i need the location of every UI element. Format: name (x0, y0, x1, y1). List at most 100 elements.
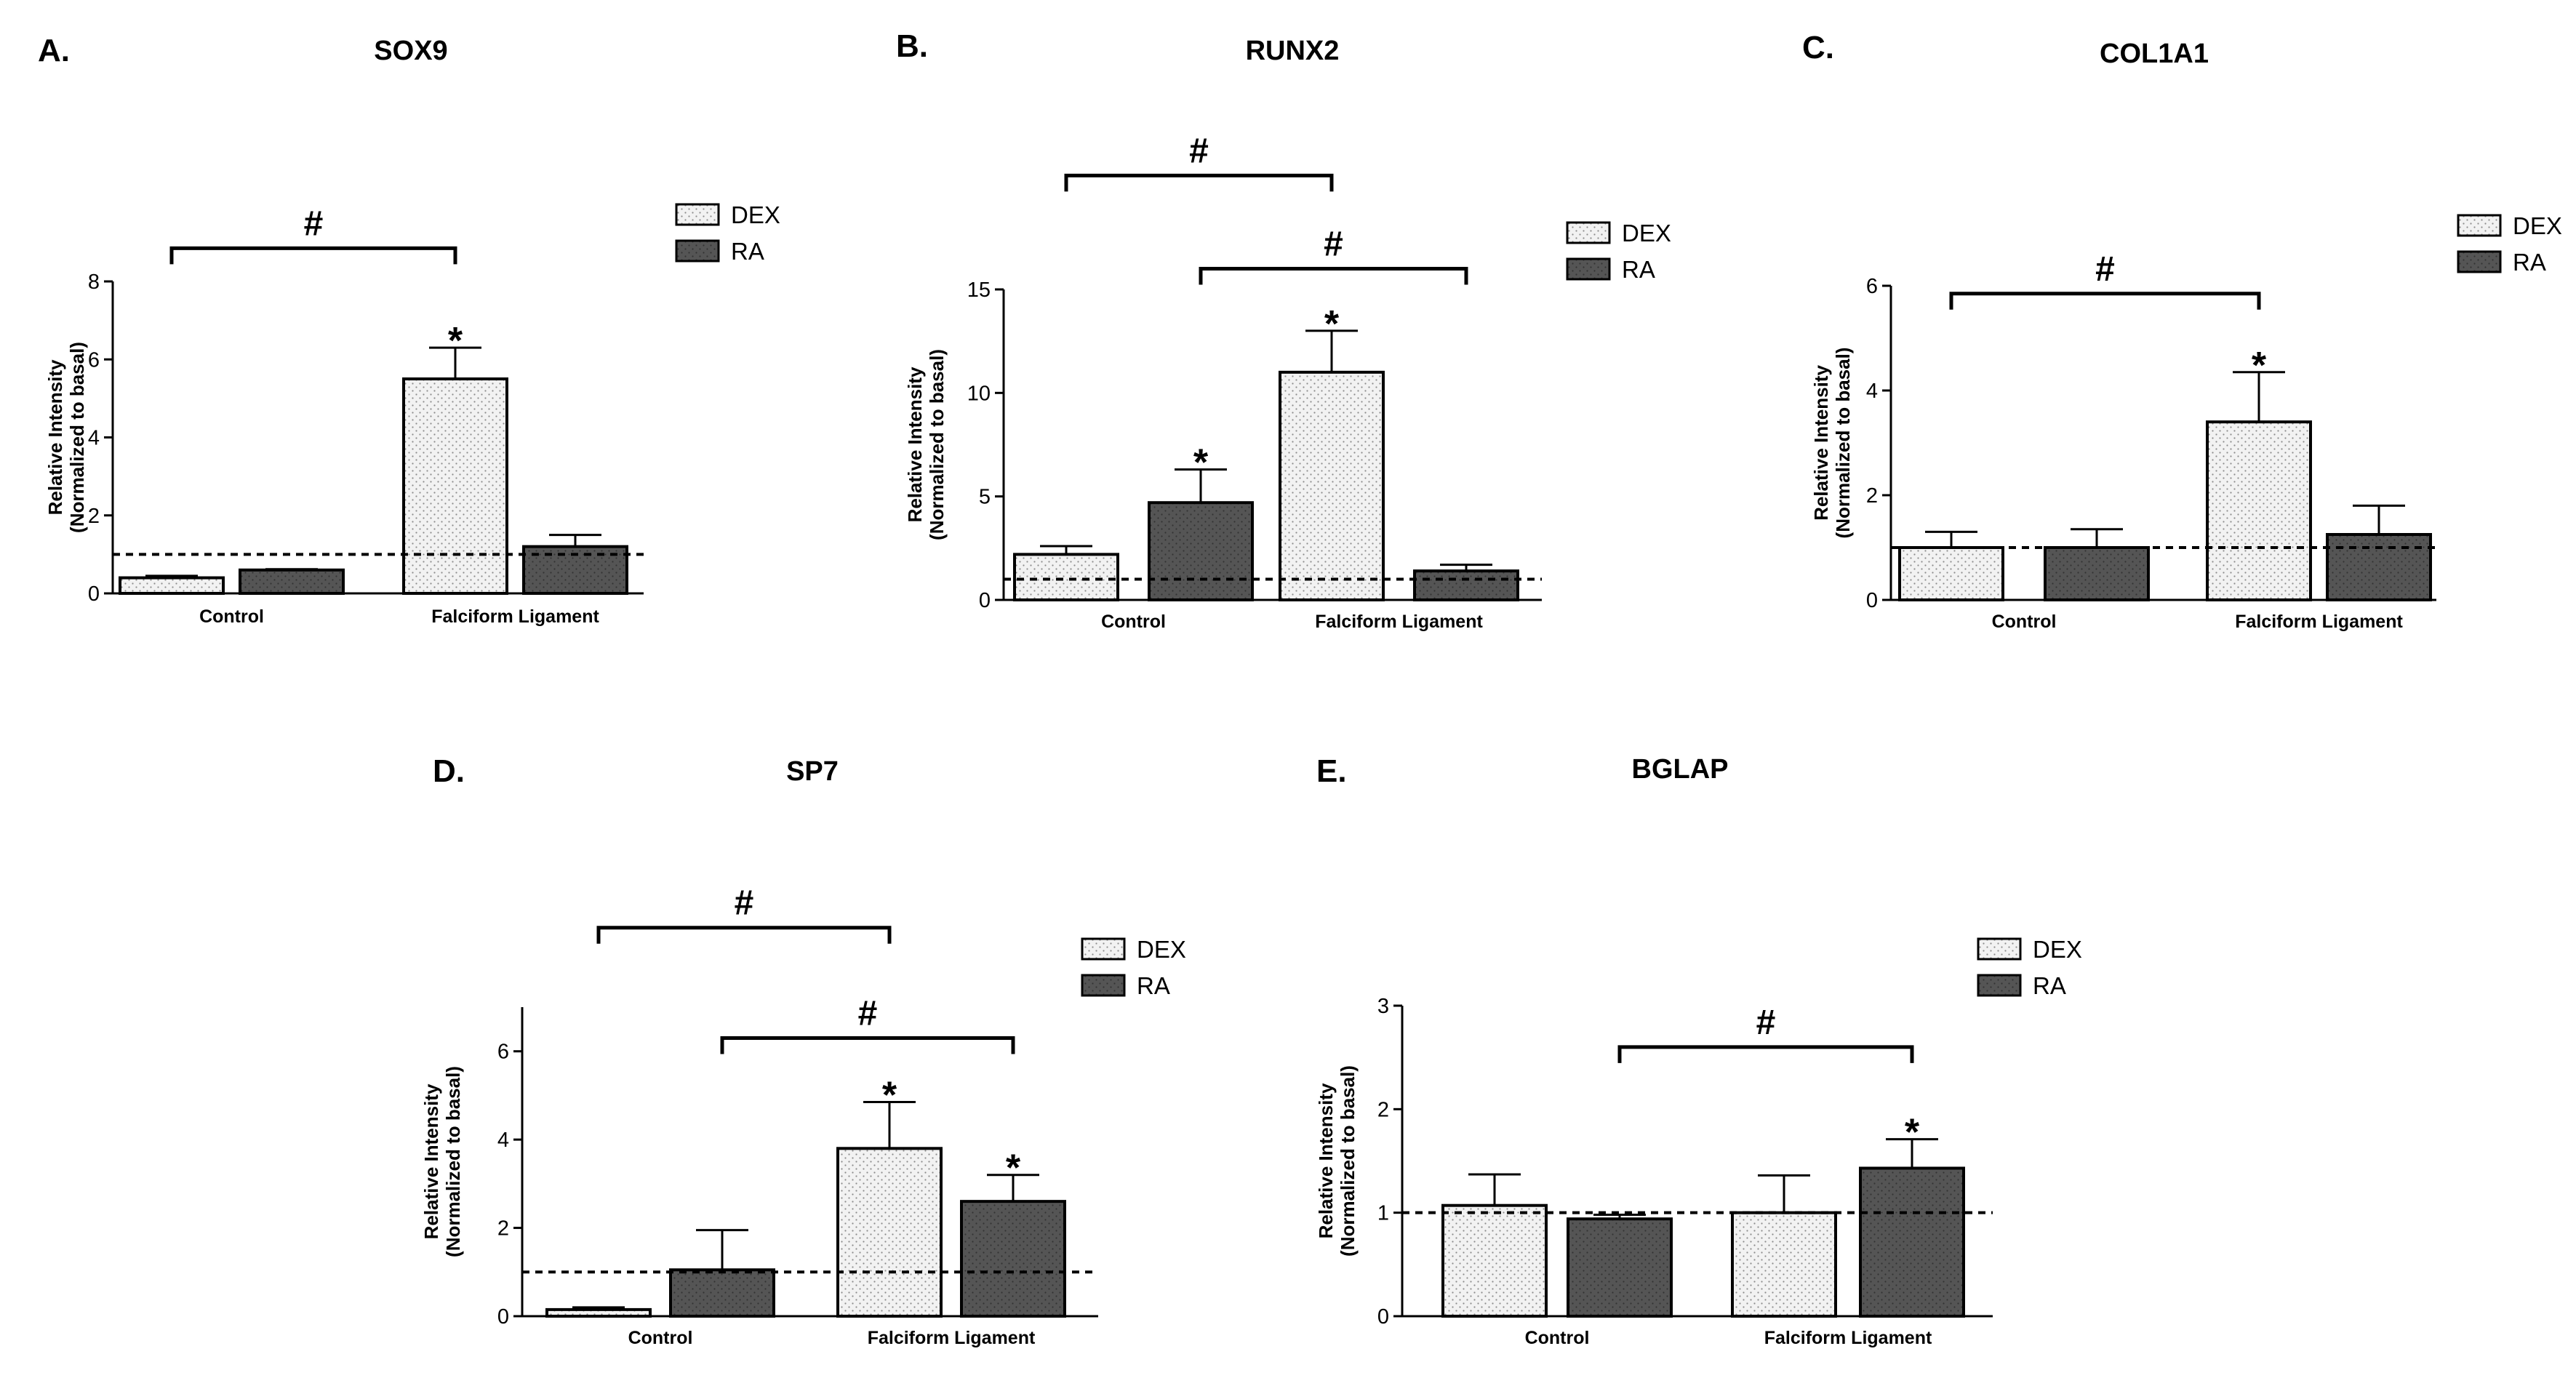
legend-swatch-ra (1566, 257, 1611, 281)
bar-ra-control (669, 1268, 775, 1318)
y-axis-label-line2: (Normalized to basal) (66, 342, 88, 533)
legend-swatch-ra (1081, 974, 1126, 997)
panel-bglap: E. BGLAP 0 1 2 3 Relative Intensity(Normalized… (1315, 753, 2082, 1348)
legend-label-dex: DEX (1137, 936, 1186, 963)
bar-ra-falciform-ligament (1413, 569, 1519, 601)
x-category-label: Falciform Ligament (1764, 1328, 1932, 1348)
panel-sox9: A. SOX9 0 2 4 6 8 Relative Intensity(Normalized… (38, 33, 780, 627)
bar-dex-falciform-ligament (1279, 370, 1385, 601)
y-axis-label-line2: (Normalized to basal) (442, 1066, 464, 1257)
y-axis-label-line2: (Normalized to basal) (926, 349, 948, 540)
bar-dex-falciform-ligament (1731, 1211, 1837, 1318)
legend: DEX RA (1977, 936, 2082, 999)
y-tick-label: 2 (1866, 484, 1878, 508)
panel-sp7: D. SP7 0 2 4 6 Relative Intensity(Normalized t… (420, 753, 1186, 1348)
y-axis-label: Relative Intensity(Normalized to basal) (420, 1066, 464, 1257)
panel-runx2: B. RUNX2 0 5 10 15 Relative Intensity(Normaliz… (896, 28, 1671, 632)
y-tick-label: 15 (967, 279, 991, 302)
significance-hash: # (858, 995, 878, 1033)
legend-label-ra: RA (1137, 972, 1170, 999)
significance-star: * (1006, 1147, 1021, 1190)
legend: DEX RA (2457, 212, 2562, 276)
x-category-label: Falciform Ligament (868, 1328, 1036, 1348)
significance-star: * (882, 1075, 897, 1117)
y-tick-label: 0 (88, 582, 100, 606)
y-tick-label: 6 (1866, 275, 1878, 298)
bar-dex-control (1898, 546, 2004, 601)
panel-letter: C. (1802, 30, 1834, 65)
panel-title: SOX9 (374, 36, 447, 66)
x-category-label: Control (199, 606, 264, 627)
significance-bracket (1064, 173, 1334, 192)
y-tick-label: 0 (497, 1305, 509, 1329)
significance-hash: # (735, 884, 754, 923)
bar-dex-control (119, 576, 225, 595)
y-tick-label: 0 (1866, 589, 1878, 612)
legend-label-ra: RA (2513, 249, 2546, 276)
x-category-label: Control (1525, 1328, 1590, 1348)
bar-dex-falciform-ligament (2206, 420, 2312, 602)
panel-title: COL1A1 (2100, 39, 2209, 69)
y-axis-label-line1: Relative Intensity (1810, 365, 1832, 521)
y-tick-label: 4 (497, 1129, 509, 1152)
bar-dex-control (1441, 1203, 1548, 1318)
legend: DEX RA (675, 201, 780, 265)
bar-ra-falciform-ligament (960, 1200, 1066, 1318)
y-axis-label-line2: (Normalized to basal) (1337, 1065, 1359, 1257)
significance-bracket (1949, 292, 2261, 310)
significance-star: * (1905, 1112, 1920, 1154)
y-tick-label: 2 (1377, 1098, 1389, 1121)
y-axis-label-line1: Relative Intensity (1315, 1083, 1337, 1238)
x-category-label: Control (1992, 612, 2057, 632)
x-category-label: Control (1101, 612, 1166, 632)
y-tick-label: 10 (967, 382, 991, 405)
panel-letter: D. (433, 753, 465, 789)
significance-star: * (448, 320, 463, 362)
significance-hash: # (2095, 250, 2115, 289)
y-axis-label: Relative Intensity(Normalized to basal) (1810, 348, 1854, 539)
y-tick-label: 6 (88, 348, 100, 372)
y-tick-label: 2 (88, 505, 100, 528)
legend-label-dex: DEX (2033, 936, 2082, 963)
y-axis-label-line2: (Normalized to basal) (1832, 348, 1854, 539)
legend-swatch-dex (1081, 937, 1126, 961)
significance-star: * (1193, 442, 1209, 484)
y-axis-label: Relative Intensity(Normalized to basal) (44, 342, 88, 533)
y-axis-label-line1: Relative Intensity (44, 359, 66, 515)
panel-title: SP7 (786, 756, 839, 787)
y-tick-label: 0 (979, 589, 991, 612)
legend-label-ra: RA (1622, 256, 1655, 283)
y-axis-label: Relative Intensity(Normalized to basal) (904, 349, 948, 540)
significance-star: * (1324, 303, 1340, 345)
legend: DEX RA (1566, 220, 1671, 283)
legend-swatch-dex (675, 203, 720, 226)
panel-title: RUNX2 (1246, 36, 1340, 66)
significance-hash: # (1189, 132, 1209, 170)
bar-ra-falciform-ligament (2326, 533, 2432, 601)
significance-hash: # (1756, 1004, 1776, 1042)
panel-title: BGLAP (1632, 754, 1729, 785)
panel-letter: E. (1316, 753, 1347, 789)
y-tick-label: 0 (1377, 1305, 1389, 1329)
legend-label-dex: DEX (2513, 212, 2562, 239)
legend-label-dex: DEX (1622, 220, 1671, 247)
bar-ra-control (2044, 546, 2150, 601)
y-axis-label-line1: Relative Intensity (904, 366, 926, 522)
y-tick-label: 3 (1377, 995, 1389, 1018)
panel-letter: B. (896, 28, 928, 64)
significance-hash: # (1324, 225, 1343, 264)
legend-label-ra: RA (731, 238, 764, 265)
legend-swatch-ra (2457, 250, 2502, 273)
bar-ra-control (239, 568, 345, 596)
panel-letter: A. (38, 33, 70, 68)
bar-ra-falciform-ligament (1859, 1166, 1965, 1318)
y-tick-label: 8 (88, 271, 100, 294)
significance-bracket (1199, 267, 1468, 285)
significance-bracket (169, 246, 457, 265)
legend-swatch-dex (1566, 221, 1611, 244)
significance-bracket (1617, 1045, 1914, 1063)
bar-dex-control (545, 1307, 652, 1318)
significance-hash: # (304, 204, 324, 243)
